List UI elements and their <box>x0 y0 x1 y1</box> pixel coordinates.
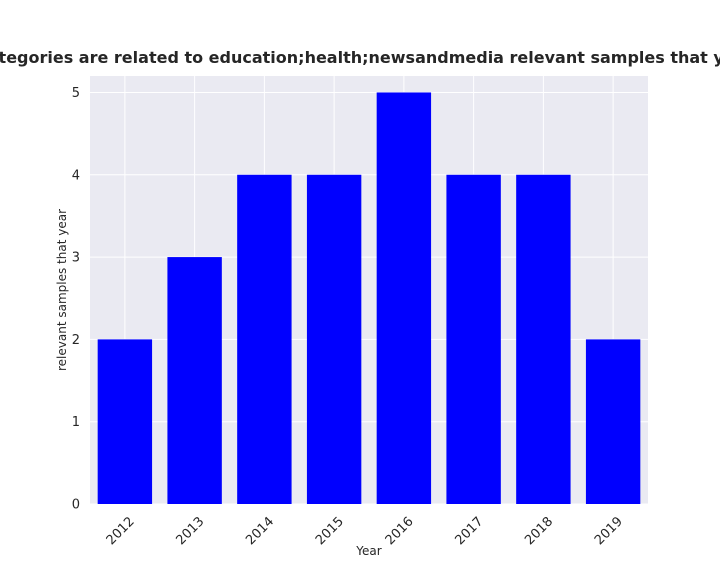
x-tick-label: 2014 <box>243 514 277 548</box>
bar-2015 <box>306 174 362 504</box>
bar-2018 <box>516 174 571 504</box>
chart-title: Categories are related to education;heal… <box>0 48 720 67</box>
x-tick-label: 2012 <box>104 514 138 548</box>
x-tick-label: 2019 <box>592 514 626 548</box>
bar-2012 <box>97 339 153 504</box>
y-tick-label: 2 <box>72 333 80 348</box>
x-tick-label: 2013 <box>173 514 207 548</box>
bars <box>97 92 641 504</box>
y-tick-label: 4 <box>72 168 80 183</box>
y-tick-label: 5 <box>72 86 80 101</box>
x-tick-label: 2015 <box>313 514 347 548</box>
y-tick-label: 3 <box>72 251 80 266</box>
y-tick-label: 0 <box>72 498 80 513</box>
x-tick-label: 2016 <box>383 514 417 548</box>
x-tick-label: 2017 <box>452 514 486 548</box>
y-tick-label: 1 <box>72 415 80 430</box>
x-tick-label: 2018 <box>522 514 556 548</box>
y-tick-labels: 0 1 2 3 4 5 <box>72 86 80 513</box>
y-axis-label: relevant samples that year <box>55 209 69 371</box>
bar-2013 <box>167 257 222 504</box>
bar-2017 <box>446 174 501 504</box>
x-axis-label: Year <box>355 544 381 558</box>
bar-2014 <box>237 174 292 504</box>
bar-2019 <box>585 339 641 504</box>
bar-2016 <box>376 92 432 504</box>
